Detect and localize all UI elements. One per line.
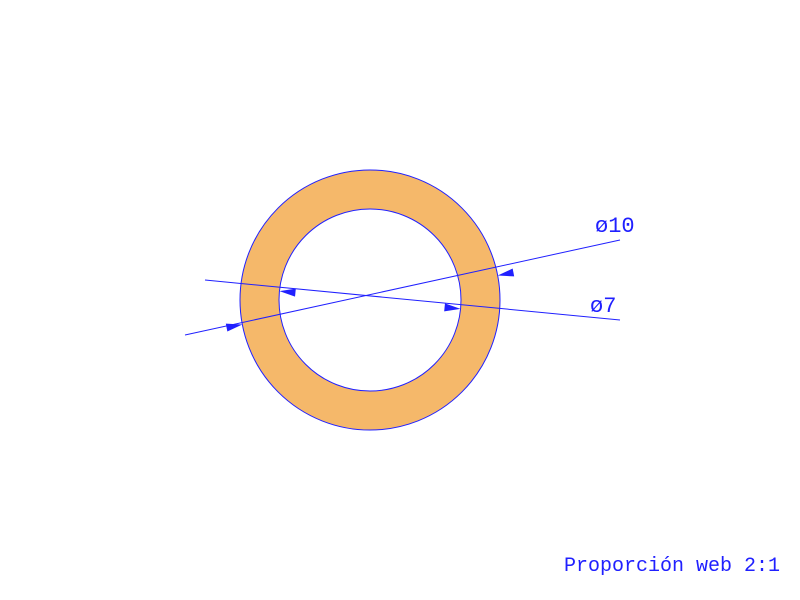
footer-scale-label: Proporción web 2:1 [564,555,780,578]
dimension-arrowhead [226,324,242,332]
diagram-svg: ø10 ø7 [0,0,800,600]
dimension-label-outer: ø10 [595,214,635,239]
dimension-arrowhead [280,289,296,297]
ring-profile [240,170,500,430]
dimension-label-inner: ø7 [590,294,616,319]
drawing-canvas: ø10 ø7 Proporción web 2:1 [0,0,800,600]
dimension-arrowhead [498,269,514,277]
